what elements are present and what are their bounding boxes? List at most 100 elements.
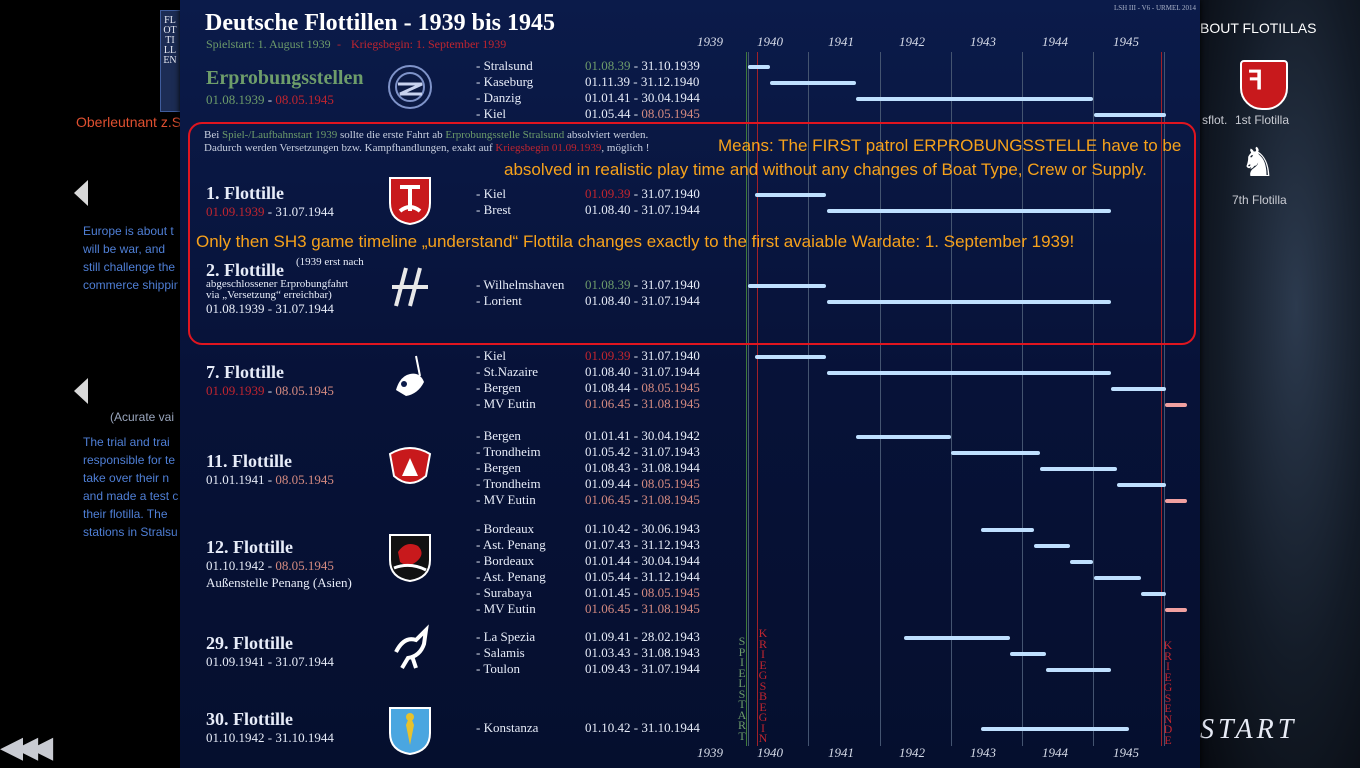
timeline-bar (980, 727, 1129, 731)
station-date-range: 01.11.39 - 31.12.1940 (585, 74, 699, 90)
station-location: - MV Eutin (476, 601, 536, 616)
station-date-from: 01.08.40 (585, 364, 631, 379)
flotilla-12-emblem[interactable] (386, 532, 434, 583)
flotilla-date-range: 01.10.1942 - 08.05.1945 (206, 558, 334, 574)
flotilla-1-emblem-mark: ꟻ (1248, 66, 1263, 95)
timeline-year-bottom-1939: 1939 (697, 745, 723, 760)
station-date-sep: - (630, 396, 642, 411)
flotilla-2-emblem[interactable] (386, 262, 434, 312)
station-date-from: 01.03.43 (585, 645, 631, 660)
station-date-range: 01.05.44 - 31.12.1944 (585, 569, 700, 585)
station-date-sep: - (630, 74, 641, 89)
flotilla-date-sep: - (264, 730, 276, 745)
flotilla-7-emblem[interactable] (386, 352, 434, 402)
timeline-bar (1093, 113, 1167, 117)
station-date-range: 01.05.42 - 31.07.1943 (585, 444, 700, 460)
flotilla-date-end: 08.05.1945 (275, 383, 334, 398)
flotilla-1-emblem-large[interactable] (1240, 60, 1288, 110)
prev-arrow-icon-2[interactable] (74, 378, 88, 404)
flotilla-30-emblem[interactable] (386, 705, 434, 756)
flotilla-date-sep: - (264, 301, 276, 316)
station-date-to: 31.08.1945 (641, 396, 700, 411)
station-date-to: 31.07.1944 (641, 293, 700, 308)
station-date-sep: - (630, 601, 642, 616)
station-location: - Danzig (476, 90, 522, 105)
flotilla-date-end: 08.05.1945 (275, 472, 334, 487)
station-location: - Salamis (476, 645, 525, 660)
station-date-from: 01.10.42 (585, 720, 631, 735)
back-arrows-icon[interactable]: ◀◀◀ (0, 731, 53, 764)
station-date-to: 30.04.1944 (641, 553, 700, 568)
flotilla-name[interactable]: 1. Flottille (206, 183, 284, 203)
intro-text: Europe is about t will be war, and still … (83, 224, 178, 292)
flotilla-date-sep: - (264, 92, 276, 107)
timeline-bar (1165, 499, 1187, 503)
subtitle-game-start: Spielstart: 1. August 1939 (206, 37, 331, 51)
flotilla-note-line: abgeschlossener Erprobungfahrt (206, 278, 349, 290)
prev-arrow-icon[interactable] (74, 180, 88, 206)
version-meta: LSH III - V6 - URMEL 2014 (1113, 4, 1196, 12)
timeline-bar (748, 284, 827, 288)
flotilla-11-emblem[interactable] (386, 442, 434, 492)
background-map (1200, 0, 1360, 768)
timeline-bar (980, 528, 1034, 532)
station-location: - MV Eutin (476, 396, 536, 411)
timeline-year-top-1941: 1941 (828, 34, 854, 49)
flotilla-29-emblem[interactable] (386, 622, 434, 672)
station-date-to: 31.07.1943 (641, 444, 700, 459)
station-date-from: 01.06.45 (585, 601, 631, 616)
flotilla-name[interactable]: 11. Flottille (206, 451, 292, 471)
station-date-sep: - (630, 585, 642, 600)
background-left (0, 0, 180, 768)
station-date-to: 08.05.1945 (641, 476, 700, 491)
station-date-range: 01.01.41 - 30.04.1944 (585, 90, 700, 106)
flotilla-date-sep: - (264, 654, 276, 669)
flotilla-name[interactable]: 12. Flottille (206, 537, 293, 557)
station-date-to: 31.07.1940 (641, 186, 700, 201)
station-date-sep: - (630, 380, 642, 395)
timeline-bar (748, 65, 770, 69)
flotilla-date-range: 01.08.1939 - 31.07.1944 (206, 301, 334, 317)
timeline-year-top-1939: 1939 (697, 34, 723, 49)
timeline-bar (951, 451, 1040, 455)
station-date-sep: - (630, 553, 642, 568)
flotilla-name[interactable]: 29. Flottille (206, 633, 293, 653)
station-location: - Wilhelmshaven (476, 277, 565, 292)
station-date-from: 01.09.39 (585, 348, 631, 363)
erprobung-emblem[interactable] (386, 62, 434, 112)
flotilla-name[interactable]: Erprobungsstellen (206, 67, 364, 89)
station-date-sep: - (630, 90, 642, 105)
timeline-gridline (808, 52, 809, 746)
timeline-year-top-1942: 1942 (899, 34, 925, 49)
station-date-from: 01.09.41 (585, 629, 631, 644)
station-location: - Kiel (476, 186, 506, 201)
station-date-sep: - (630, 58, 642, 73)
flotilla-date-sep: - (264, 558, 276, 573)
flotilla-7-bull-icon[interactable]: ♞ (1240, 141, 1276, 185)
station-location: - Trondheim (476, 444, 541, 459)
station-date-sep: - (630, 444, 642, 459)
station-date-to: 31.08.1944 (641, 460, 700, 475)
flotilla-name[interactable]: 2. Flottille (206, 260, 284, 280)
timeline-gridline (880, 52, 881, 746)
timeline-year-top-1943: 1943 (970, 34, 996, 49)
flotilla-date-start: 01.09.1939 (206, 383, 265, 398)
trial-text: The trial and trai responsible for te tak… (83, 435, 178, 539)
side-tab-label: FLOTTILLEN (163, 15, 177, 66)
station-location: - Bergen (476, 380, 521, 395)
caption-1st-flotilla: 1st Flotilla (1235, 113, 1290, 127)
station-location: - Lorient (476, 293, 522, 308)
flotilla-name[interactable]: 30. Flottille (206, 709, 293, 729)
start-button[interactable]: START (1200, 714, 1298, 745)
station-date-to: 08.05.1945 (641, 585, 700, 600)
station-date-from: 01.10.42 (585, 521, 631, 536)
timeline-bar (1040, 467, 1118, 471)
timeline-bar (1165, 608, 1187, 612)
timeline-bar (755, 355, 827, 359)
station-date-to: 28.02.1943 (641, 629, 700, 644)
timeline-bar (826, 371, 1112, 375)
flotilla-name[interactable]: 7. Flottille (206, 362, 284, 382)
station-date-from: 01.08.44 (585, 380, 631, 395)
timeline-bar (903, 636, 1010, 640)
flotilla-1-emblem[interactable] (386, 175, 434, 226)
